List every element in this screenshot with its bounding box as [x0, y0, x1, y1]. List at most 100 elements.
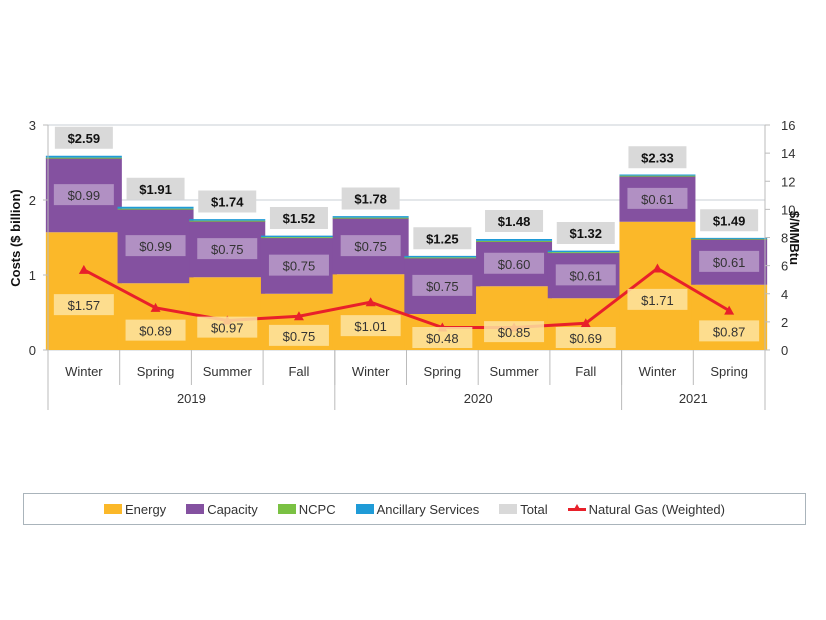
data-label-bg [555, 327, 616, 348]
y2-tick-label: 4 [781, 287, 788, 302]
bar-ancillary-services [45, 155, 122, 158]
y-tick-label: 3 [29, 118, 36, 133]
data-label: $0.61 [713, 255, 746, 270]
y-tick-label: 1 [29, 268, 36, 283]
group-label: 2020 [464, 391, 493, 406]
data-label: $1.71 [641, 293, 674, 308]
bar-ancillary-services [547, 250, 624, 253]
legend-label: Natural Gas (Weighted) [588, 501, 725, 517]
category-label: Spring [424, 364, 462, 379]
data-label-bg [412, 327, 473, 348]
data-label: $1.57 [68, 298, 101, 313]
total-label: $1.32 [569, 226, 602, 241]
data-labels: $1.57 $0.99 $2.59 $0.89 $0.99 $1.91 $0.97 $0.75… [53, 126, 760, 348]
natural-gas-marker [150, 302, 161, 312]
total-label-bg [485, 210, 544, 232]
legend-label: Total [520, 501, 548, 517]
bar-ncpc [476, 240, 553, 242]
data-label: $0.99 [139, 239, 172, 254]
bar-energy [619, 221, 696, 350]
group-label: 2021 [679, 391, 708, 406]
bar-ncpc [117, 208, 194, 210]
legend-item: Ancillary Services [355, 501, 480, 517]
legend-item: Energy [103, 502, 166, 517]
total-label: $1.52 [283, 211, 316, 226]
category-label: Fall [575, 364, 596, 379]
legend-item: Capacity [186, 502, 258, 517]
category-label: Fall [288, 364, 309, 379]
data-label: $0.75 [354, 239, 387, 254]
data-label: $0.97 [211, 321, 244, 336]
legend-swatch-icon [355, 504, 374, 514]
data-label-bg [340, 315, 401, 337]
legend-label: Capacity [207, 501, 258, 517]
y-tick-label: 2 [29, 193, 36, 208]
natural-gas-marker [724, 305, 735, 315]
y2-tick-label: 10 [781, 202, 795, 217]
legend: Energy Capacity NCPC Ancillary Services Tota… [23, 493, 806, 525]
legend-item: NCPC [277, 502, 336, 517]
data-label: $0.85 [498, 325, 531, 340]
y2-tick-label: 0 [781, 343, 788, 358]
bar-ncpc [189, 220, 266, 222]
category-label: Winter [352, 364, 390, 379]
natural-gas-line-path [83, 266, 730, 329]
total-label: $2.59 [68, 131, 101, 146]
data-label: $0.69 [569, 331, 602, 346]
y2-tick-label: 8 [781, 231, 788, 246]
legend-item: Natural Gas (Weighted) [567, 501, 725, 517]
bar-ancillary-services [404, 255, 481, 258]
total-label-bg [628, 146, 687, 169]
category-label: Spring [137, 364, 175, 379]
data-label-bg [53, 184, 114, 206]
bar-ancillary-services [189, 219, 266, 221]
bar-ncpc [332, 217, 409, 219]
bar-ncpc [45, 157, 122, 159]
data-label: $0.87 [713, 324, 746, 339]
legend-swatch-icon [499, 504, 518, 514]
legend-line-icon [567, 503, 586, 511]
total-label-bg [556, 222, 615, 244]
data-label: $0.61 [569, 268, 602, 283]
y2-tick-label: 12 [781, 174, 795, 189]
natural-gas-marker [78, 264, 89, 274]
total-label: $1.91 [139, 182, 172, 197]
group-label: 2019 [177, 391, 206, 406]
category-label: Summer [203, 364, 253, 379]
data-label-bg [484, 252, 545, 274]
total-label: $1.74 [211, 195, 244, 210]
legend-swatch-icon [186, 504, 205, 514]
bar-ancillary-services [117, 206, 194, 209]
data-label-bg [268, 324, 329, 346]
total-label: $2.33 [641, 150, 674, 165]
data-label-bg [197, 316, 258, 338]
total-label-bg [126, 177, 185, 200]
data-label-bg [627, 288, 688, 310]
total-label-bg [413, 227, 472, 250]
y2-axis-title: $/MMBtu [787, 211, 802, 265]
bar-energy [189, 277, 266, 350]
chart: $1.57 $0.99 $2.59 $0.89 $0.99 $1.91 $0.97 $0.75… [8, 118, 802, 410]
total-label: $1.25 [426, 231, 459, 246]
bar-ancillary-services [476, 239, 553, 241]
data-label: $0.75 [426, 279, 459, 294]
data-label-bg [627, 187, 688, 209]
legend-item: Total [499, 501, 548, 517]
natural-gas-marker [580, 318, 591, 328]
bar-ancillary-services [332, 216, 409, 218]
data-label-bg [412, 274, 473, 296]
bar-energy [45, 232, 122, 350]
category-label: Spring [710, 364, 748, 379]
data-label: $0.75 [283, 329, 316, 344]
legend-label: Ancillary Services [376, 501, 480, 517]
data-label: $0.61 [641, 192, 674, 207]
data-label-bg [340, 235, 401, 257]
total-label-bg [54, 126, 113, 149]
bar-ncpc [260, 237, 337, 239]
data-label: $0.48 [426, 331, 459, 346]
data-label: $0.89 [139, 324, 172, 339]
natural-gas-marker [652, 263, 663, 273]
bar-ncpc [547, 252, 624, 254]
data-label-bg [268, 254, 329, 276]
